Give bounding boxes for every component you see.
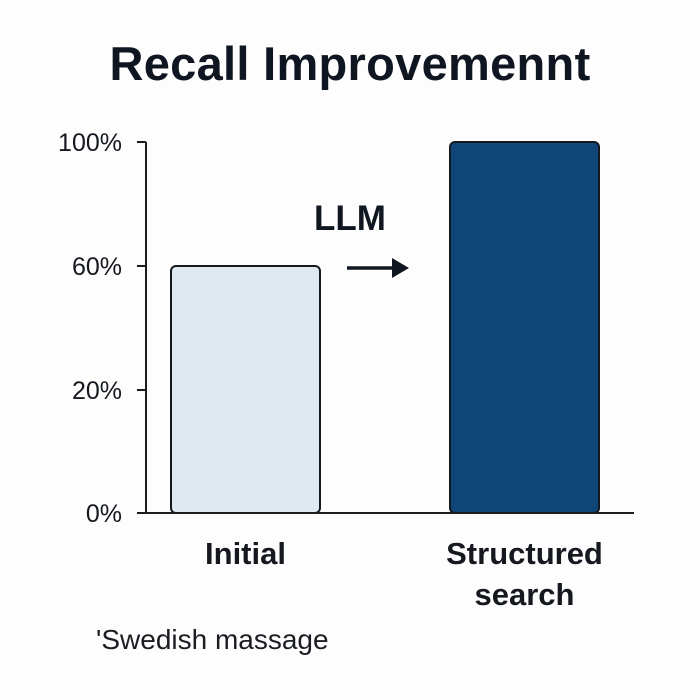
bar-initial — [170, 265, 321, 514]
bar-structured-search — [449, 141, 600, 514]
x-category-label: Initial — [205, 536, 286, 571]
bars — [170, 141, 600, 514]
annotation-label: LLM — [314, 199, 386, 238]
x-category-label: Structured search — [446, 536, 603, 612]
y-axis: 0% 20% 60% 100% — [58, 129, 147, 528]
y-tick-label: 20% — [72, 377, 122, 405]
y-tick-label: 100% — [58, 129, 122, 157]
chart-title: Recall Improvemennt — [109, 37, 591, 90]
x-axis: Initial Structured search — [146, 512, 634, 612]
llm-annotation: LLM — [314, 199, 409, 278]
y-tick-label: 0% — [86, 500, 122, 528]
arrow-right-icon — [392, 258, 409, 278]
footnote: 'Swedish massage — [96, 624, 329, 655]
y-tick-label: 60% — [72, 253, 122, 281]
